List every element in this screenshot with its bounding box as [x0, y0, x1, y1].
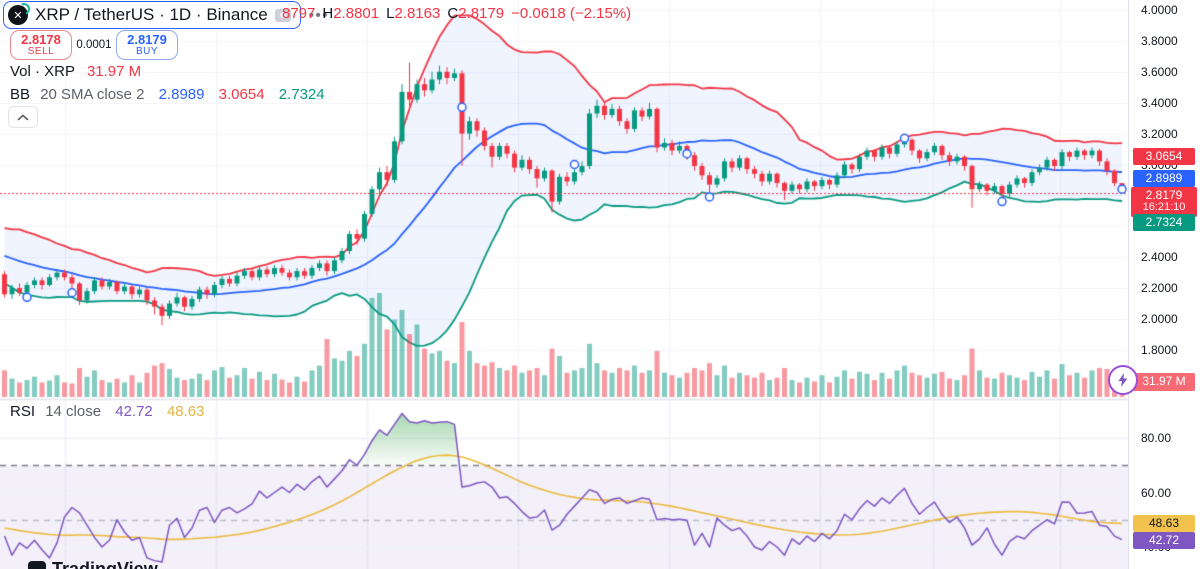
volume-legend-label: Vol · XRP	[10, 63, 75, 80]
xrp-logo-icon: ✕	[8, 1, 32, 25]
chart-canvas[interactable]	[0, 0, 1128, 569]
price-axis[interactable]: 4.00003.80003.60003.40003.20003.00002.80…	[1128, 0, 1200, 569]
price-tick: 2.2000	[1141, 281, 1178, 296]
rsi-legend-name: RSI	[10, 403, 36, 420]
bb-lower-label: 2.7324	[1133, 214, 1195, 231]
sell-label: SELL	[27, 45, 55, 57]
legend-symbol-row: ✕ XRP / TetherUS · 1D · Binance •••	[3, 1, 329, 29]
rsi-label: 42.72	[1133, 532, 1195, 549]
snapshot-icon[interactable]	[274, 8, 291, 22]
more-options-icon[interactable]: •••	[308, 6, 330, 24]
chevron-up-icon	[17, 113, 29, 120]
tradingview-mark-icon	[28, 560, 46, 569]
price-tick: 1.8000	[1141, 342, 1178, 357]
rsi-value: 42.72	[115, 403, 153, 420]
collapse-legend-button[interactable]	[8, 106, 38, 128]
volume-legend[interactable]: Vol · XRP 31.97 M	[10, 63, 141, 80]
symbol-button[interactable]: ✕ XRP / TetherUS · 1D · Binance	[3, 1, 301, 29]
lightning-icon[interactable]	[1108, 365, 1138, 395]
open-value: 8797	[282, 5, 316, 22]
high-key: H	[322, 5, 334, 22]
bb-lower-value: 2.7324	[278, 86, 325, 103]
volume-label: 31.97 M	[1133, 373, 1195, 391]
sell-button[interactable]: 2.8178 SELL	[10, 30, 72, 60]
tradingview-logo-text: TradingView	[52, 559, 158, 569]
low-key: L	[386, 5, 395, 22]
bb-upper-label: 3.0654	[1133, 148, 1195, 165]
tradingview-logo[interactable]: TradingView	[28, 559, 158, 569]
bb-legend[interactable]: BB 20 SMA close 2 2.8989 3.0654 2.7324	[10, 86, 325, 103]
change-value: −0.0618 (−2.15%)	[511, 5, 632, 22]
rsi-tick: 60.00	[1141, 485, 1172, 500]
price-tick: 3.4000	[1141, 95, 1178, 110]
price-tick: 4.0000	[1141, 3, 1178, 17]
close-key: C	[447, 5, 459, 22]
rsi-legend-params: 14 close	[45, 403, 102, 420]
last-price-label: 2.8179 16:21:10	[1131, 187, 1197, 217]
bb-legend-name: BB	[10, 86, 31, 103]
rsi-tick: 80.00	[1141, 431, 1172, 445]
spread-value: 0.0001	[76, 39, 112, 51]
price-tick: 3.8000	[1141, 33, 1178, 48]
volume-legend-value: 31.97 M	[86, 63, 142, 80]
buy-price: 2.8179	[127, 31, 167, 47]
bb-basis-value: 2.8989	[158, 86, 205, 103]
symbol-title: XRP / TetherUS · 1D · Binance	[35, 5, 268, 24]
price-tick: 3.6000	[1141, 64, 1178, 79]
price-tick: 2.4000	[1141, 250, 1178, 265]
price-tick: 2.0000	[1141, 312, 1178, 326]
close-value: 2.8179	[458, 5, 505, 22]
bb-legend-params: 20 SMA close 2	[40, 86, 145, 103]
low-value: 2.8163	[394, 5, 441, 22]
bb-upper-value: 3.0654	[218, 86, 265, 103]
sell-price: 2.8178	[21, 31, 61, 47]
price-tick: 3.2000	[1141, 126, 1178, 141]
high-value: 2.8801	[333, 5, 380, 22]
trade-panel: 2.8178 SELL 0.0001 2.8179 BUY	[10, 30, 178, 60]
buy-label: BUY	[135, 45, 159, 57]
bb-basis-label: 2.8989	[1133, 170, 1195, 187]
rsi-legend[interactable]: RSI 14 close 42.72 48.63	[10, 403, 205, 420]
rsi-ma-label: 48.63	[1133, 515, 1195, 532]
rsi-ma-value: 48.63	[166, 403, 205, 420]
buy-button[interactable]: 2.8179 BUY	[116, 30, 178, 60]
ohlc-row: 8797 H2.8801 L2.8163 C2.8179 −0.0618 (−2.15%…	[282, 5, 631, 22]
